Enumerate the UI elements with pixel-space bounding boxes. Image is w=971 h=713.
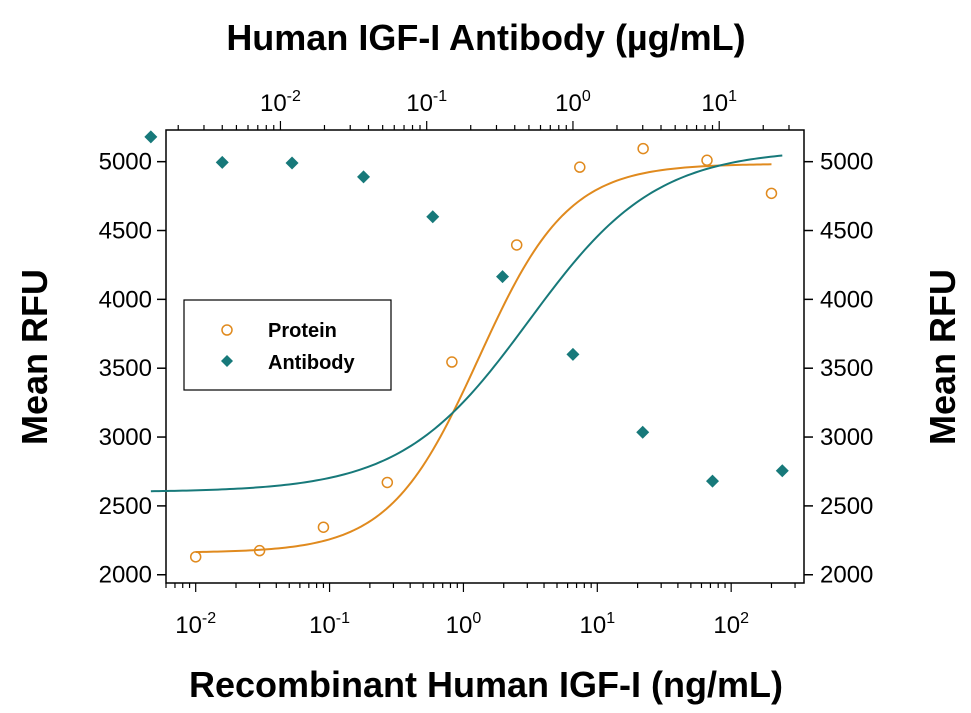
data-point-protein — [574, 161, 586, 173]
top-axis: 10-2 10-1 100 101 — [177, 88, 790, 130]
y-tick-label-right: 4000 — [820, 286, 873, 313]
data-points — [144, 130, 789, 563]
data-point-antibody — [706, 474, 720, 488]
y-tick-label-right: 4500 — [820, 218, 873, 245]
legend-protein-marker — [221, 324, 233, 336]
x-tick-label-top: 101 — [701, 88, 737, 117]
y-tick-label-left: 3000 — [99, 424, 152, 451]
data-point-protein — [446, 356, 458, 368]
x-tick-label-bottom: 10-2 — [175, 610, 216, 639]
y-tick-label-left: 5000 — [99, 149, 152, 176]
data-point-antibody — [636, 425, 650, 439]
y-axes: 2000 2000 2500 2500 3000 3000 3500 3500 4000 4000… — [99, 149, 874, 589]
x-tick-label-bottom: 102 — [713, 610, 749, 639]
y-tick-label-right: 5000 — [820, 149, 873, 176]
data-point-protein — [765, 187, 778, 200]
plot-area — [165, 129, 805, 584]
data-point-antibody — [496, 270, 510, 284]
y-tick-label-right: 3500 — [820, 355, 873, 382]
x-tick-label-bottom: 100 — [446, 610, 482, 639]
x-tick-label-top: 10-1 — [406, 88, 447, 117]
fit-curves — [150, 154, 783, 554]
x-tick-label-top: 10-2 — [260, 88, 301, 117]
y-tick-label-right: 2000 — [820, 562, 873, 589]
fit-curve-antibody — [150, 154, 783, 493]
data-point-antibody — [566, 347, 580, 361]
y-tick-label-left: 2500 — [99, 493, 152, 520]
fit-curve-protein — [195, 163, 772, 554]
data-point-protein — [701, 154, 713, 167]
data-point-antibody — [215, 155, 229, 169]
data-point-protein — [381, 476, 394, 489]
y-tick-label-left: 2000 — [99, 562, 152, 589]
data-point-protein — [253, 544, 266, 557]
data-point-antibody — [357, 170, 371, 184]
legend: Protein Antibody — [183, 299, 392, 391]
x-tick-label-top: 100 — [555, 88, 591, 117]
data-point-antibody — [144, 130, 158, 144]
data-point-protein — [637, 142, 649, 155]
legend-protein-label: Protein — [268, 320, 337, 342]
data-point-antibody — [426, 210, 440, 224]
x-tick-label-bottom: 10-1 — [309, 610, 350, 639]
y-tick-label-right: 3000 — [820, 424, 873, 451]
data-point-protein — [510, 239, 523, 251]
y-axis-label-right: Mean RFU — [922, 269, 963, 445]
data-point-antibody — [285, 156, 299, 170]
legend-antibody-label: Antibody — [268, 352, 356, 374]
chart-title: Human IGF-I Antibody (µg/mL) — [226, 17, 745, 58]
legend-antibody-marker — [221, 355, 233, 367]
y-tick-label-left: 3500 — [99, 355, 152, 382]
data-point-protein — [189, 551, 202, 563]
y-tick-label-left: 4000 — [99, 286, 152, 313]
y-axis-label-left: Mean RFU — [14, 269, 55, 445]
y-tick-label-left: 4500 — [99, 218, 152, 245]
x-axis-label: Recombinant Human IGF-I (ng/mL) — [189, 664, 783, 705]
bottom-axis: 10-2 10-1 100 101 102 — [165, 583, 796, 639]
data-point-protein — [317, 521, 330, 533]
data-point-antibody — [775, 464, 789, 478]
legend-box — [183, 299, 392, 391]
x-tick-label-bottom: 101 — [579, 610, 615, 639]
y-tick-label-right: 2500 — [820, 493, 873, 520]
